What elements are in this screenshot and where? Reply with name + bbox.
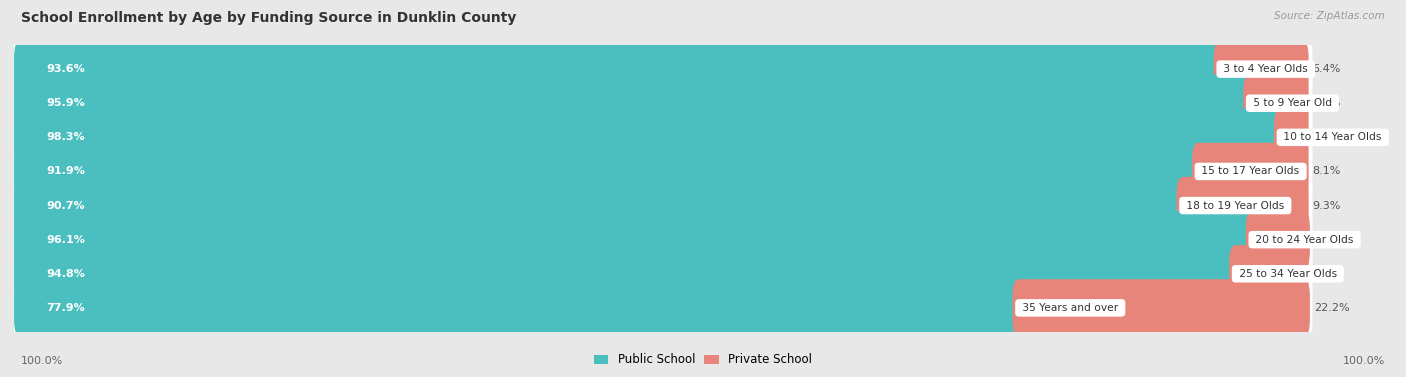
FancyBboxPatch shape	[10, 233, 1312, 315]
FancyBboxPatch shape	[1229, 245, 1309, 302]
Text: 3 to 4 Year Olds: 3 to 4 Year Olds	[1220, 64, 1312, 74]
FancyBboxPatch shape	[1246, 211, 1310, 268]
Text: 1.7%: 1.7%	[1312, 132, 1341, 143]
FancyBboxPatch shape	[1213, 40, 1309, 98]
Text: 20 to 24 Year Olds: 20 to 24 Year Olds	[1253, 234, 1357, 245]
FancyBboxPatch shape	[14, 75, 1256, 132]
FancyBboxPatch shape	[10, 130, 1312, 213]
Text: 98.3%: 98.3%	[46, 132, 84, 143]
FancyBboxPatch shape	[1243, 75, 1309, 132]
Text: 93.6%: 93.6%	[46, 64, 84, 74]
Text: 25 to 34 Year Olds: 25 to 34 Year Olds	[1236, 269, 1340, 279]
FancyBboxPatch shape	[14, 279, 1025, 337]
FancyBboxPatch shape	[1192, 143, 1309, 200]
Text: 5.2%: 5.2%	[1312, 269, 1341, 279]
Text: School Enrollment by Age by Funding Source in Dunklin County: School Enrollment by Age by Funding Sour…	[21, 11, 516, 25]
FancyBboxPatch shape	[1274, 109, 1309, 166]
FancyBboxPatch shape	[10, 96, 1312, 179]
FancyBboxPatch shape	[1012, 279, 1310, 337]
Text: 90.7%: 90.7%	[46, 201, 84, 211]
Text: 10 to 14 Year Olds: 10 to 14 Year Olds	[1281, 132, 1385, 143]
FancyBboxPatch shape	[14, 40, 1226, 98]
FancyBboxPatch shape	[10, 267, 1312, 349]
FancyBboxPatch shape	[14, 177, 1189, 234]
Text: 18 to 19 Year Olds: 18 to 19 Year Olds	[1182, 201, 1288, 211]
FancyBboxPatch shape	[14, 143, 1205, 200]
FancyBboxPatch shape	[14, 109, 1286, 166]
Text: 4.0%: 4.0%	[1313, 234, 1343, 245]
FancyBboxPatch shape	[10, 28, 1312, 110]
Text: 9.3%: 9.3%	[1312, 201, 1341, 211]
FancyBboxPatch shape	[14, 211, 1258, 268]
Text: 100.0%: 100.0%	[21, 356, 63, 366]
Text: 15 to 17 Year Olds: 15 to 17 Year Olds	[1198, 166, 1303, 176]
Text: 35 Years and over: 35 Years and over	[1019, 303, 1122, 313]
FancyBboxPatch shape	[10, 198, 1312, 281]
FancyBboxPatch shape	[1177, 177, 1309, 234]
Text: 77.9%: 77.9%	[46, 303, 84, 313]
Text: 8.1%: 8.1%	[1312, 166, 1341, 176]
Text: 5 to 9 Year Old: 5 to 9 Year Old	[1250, 98, 1336, 108]
Text: 96.1%: 96.1%	[46, 234, 84, 245]
Text: 94.8%: 94.8%	[46, 269, 84, 279]
Text: 91.9%: 91.9%	[46, 166, 84, 176]
Text: 4.1%: 4.1%	[1312, 98, 1341, 108]
Text: 95.9%: 95.9%	[46, 98, 84, 108]
Text: 6.4%: 6.4%	[1312, 64, 1341, 74]
Text: 22.2%: 22.2%	[1313, 303, 1350, 313]
FancyBboxPatch shape	[10, 62, 1312, 144]
Text: Source: ZipAtlas.com: Source: ZipAtlas.com	[1274, 11, 1385, 21]
FancyBboxPatch shape	[14, 245, 1241, 302]
FancyBboxPatch shape	[10, 164, 1312, 247]
Legend: Public School, Private School: Public School, Private School	[589, 349, 817, 371]
Text: 100.0%: 100.0%	[1343, 356, 1385, 366]
